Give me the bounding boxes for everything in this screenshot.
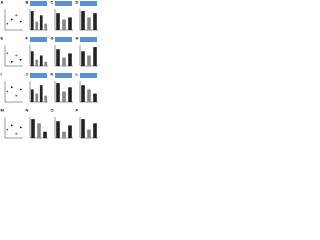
bar [93, 123, 97, 138]
panel-label: N [26, 108, 29, 113]
header-box [55, 37, 72, 42]
panel-label: B [26, 0, 29, 5]
header-box [80, 73, 97, 78]
bar [39, 85, 43, 102]
bar [44, 23, 48, 30]
header-box [30, 1, 47, 6]
header-box [30, 73, 47, 78]
bar [68, 17, 72, 30]
bar [35, 59, 39, 66]
header-box [80, 37, 97, 42]
panel-label: O [51, 108, 54, 113]
bar [81, 85, 85, 102]
bar [81, 11, 85, 31]
panel-label: P [76, 108, 79, 113]
dot [6, 128, 9, 131]
bar [93, 93, 97, 102]
header-box [30, 37, 47, 42]
dot [10, 18, 13, 21]
bar [30, 89, 34, 102]
panel-label: K [51, 72, 54, 77]
dot [15, 132, 18, 135]
panel-label: A [1, 0, 4, 5]
bar [93, 47, 97, 66]
bar [93, 13, 97, 30]
header-box [55, 73, 72, 78]
bar [39, 15, 43, 30]
bar [56, 83, 60, 102]
dot [19, 20, 22, 23]
bar [62, 131, 66, 138]
header-box [80, 1, 97, 6]
dot [10, 60, 13, 63]
bar [30, 11, 34, 31]
panel-label: D [76, 0, 79, 5]
panel-label: G [51, 36, 54, 41]
bar [37, 123, 41, 138]
dot [6, 90, 9, 93]
dot [19, 88, 22, 91]
bar [43, 131, 47, 138]
dot [10, 124, 13, 127]
bar [44, 61, 48, 66]
figure: A B C D E F G H I J K L M N O P [1, 0, 98, 139]
dot [15, 94, 18, 97]
panel-label: I [1, 72, 2, 77]
bar [68, 125, 72, 138]
bar [31, 119, 35, 138]
panel-label: E [1, 36, 4, 41]
panel-label: M [1, 108, 5, 113]
bar [35, 21, 39, 30]
bar [44, 95, 48, 102]
bar [81, 51, 85, 66]
bar [81, 119, 85, 138]
bar [39, 55, 43, 66]
bar [87, 17, 91, 30]
dot [6, 22, 9, 25]
bar [56, 13, 60, 30]
bar [30, 51, 34, 66]
panel-label: C [51, 0, 54, 5]
bar [87, 55, 91, 66]
dot [19, 58, 22, 61]
bar [68, 53, 72, 66]
panel-label: F [26, 36, 29, 41]
dot [6, 52, 9, 55]
bar [87, 129, 91, 138]
panel-label: J [26, 72, 28, 77]
bar [87, 89, 91, 102]
dot [19, 126, 22, 129]
header-box [55, 1, 72, 6]
dot [10, 86, 13, 89]
bar [62, 19, 66, 30]
bar [56, 49, 60, 66]
bar [62, 57, 66, 66]
dot [15, 54, 18, 57]
bar [35, 93, 39, 102]
dot [15, 14, 18, 17]
bar [68, 87, 72, 102]
bar [56, 121, 60, 138]
bar [62, 91, 66, 102]
panel-label: H [76, 36, 79, 41]
panel-label: L [76, 72, 79, 77]
